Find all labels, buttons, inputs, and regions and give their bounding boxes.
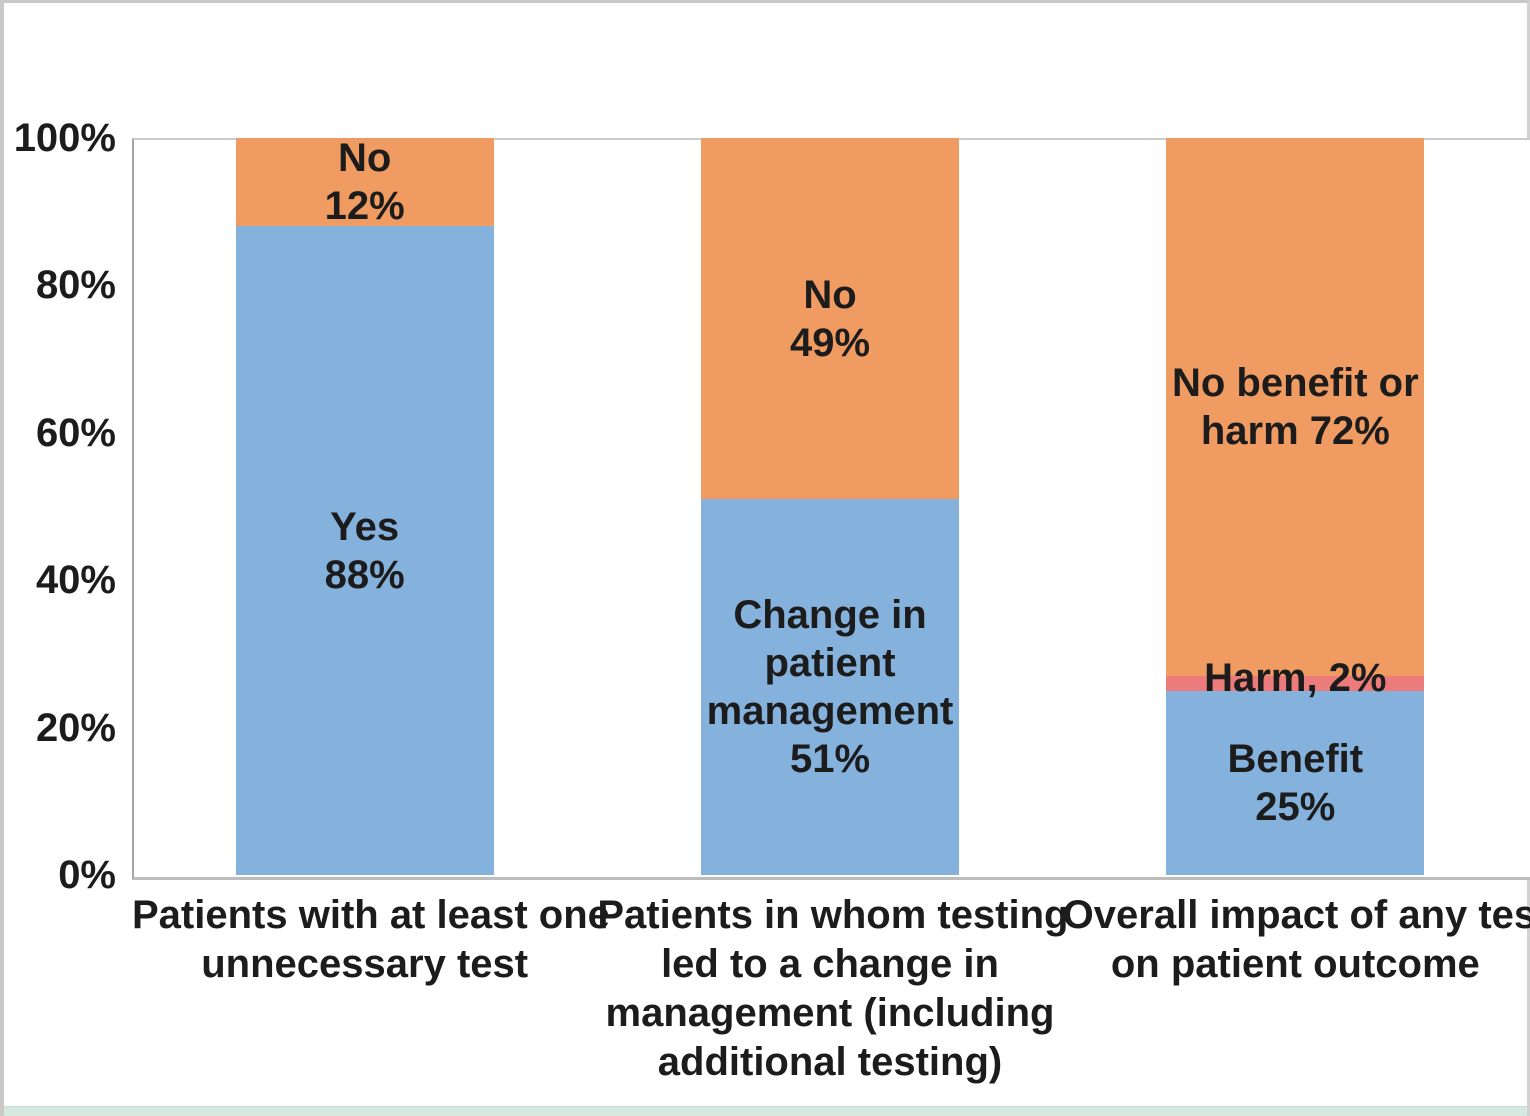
category-label-line: management (including (605, 991, 1055, 1035)
segment-label: Harm, 2% (1166, 656, 1424, 700)
segment-label-line: 88% (324, 552, 405, 597)
bar-segment-no: No 49% (701, 138, 959, 500)
bar-segment-no: No 12% (235, 136, 494, 228)
segment-label: No 12% (236, 136, 494, 228)
category-label-line: unnecessary test (201, 942, 529, 986)
y-tick-label: 60% (35, 410, 116, 455)
segment-label-line: Change in (733, 593, 927, 638)
segment-label-line: Benefit (1227, 736, 1364, 781)
category-label: Overall impact of any test on patient out… (1062, 891, 1530, 989)
segment-label: No benefit or harm 72% (1166, 138, 1424, 676)
segment-label-line: Yes (330, 504, 400, 549)
category-label: Patients with at least one unnecessary te… (132, 891, 610, 989)
segment-label-line: No (337, 136, 392, 181)
y-tick-label: 100% (13, 116, 116, 160)
segment-label-line: 49% (789, 320, 871, 365)
segment-label: No 49% (701, 138, 959, 499)
segment-label: Yes 88% (236, 226, 494, 875)
bar-column: Yes 88% No 12% (235, 136, 494, 875)
segment-label-line: harm 72% (1200, 409, 1390, 453)
segment-label: Benefit 25% (1166, 691, 1424, 875)
segment-label-line: 25% (1255, 784, 1336, 829)
y-tick-label: 0% (58, 853, 116, 897)
category-label-line: Overall impact of any test (1062, 893, 1530, 937)
segment-label-line: patient (764, 641, 896, 686)
segment-label-line: No benefit or (1171, 361, 1419, 405)
segment-label-line: No (803, 272, 857, 317)
bottom-accent-strip (4, 1106, 1527, 1116)
category-label-line: Patients in whom testing (597, 893, 1069, 937)
bar-segment-no-benefit-or-harm: No benefit or harm 72% (1166, 138, 1425, 676)
y-tick-label: 40% (35, 558, 116, 603)
segment-label-line: 51% (789, 737, 871, 782)
category-label: Patients in whom testing led to a change … (597, 891, 1069, 1087)
bar-column: Change in patient management 51% No 49% (701, 138, 959, 875)
segment-label-line: Harm, 2% (1204, 656, 1387, 701)
bar-segment-harm: Harm, 2% (1166, 656, 1425, 700)
category-label-line: on patient outcome (1110, 942, 1480, 986)
y-tick-label: 20% (35, 705, 116, 750)
bar-segment-yes: Yes 88% (235, 226, 494, 875)
bar-segment-change-in-patient-management: Change in patient management 51% (701, 499, 959, 875)
category-label-line: additional testing) (657, 1040, 1003, 1084)
category-label-line: led to a change in (661, 942, 999, 986)
segment-label-line: 12% (324, 184, 405, 229)
y-tick-label: 80% (35, 263, 116, 308)
segment-label: Change in patient management 51% (701, 499, 959, 875)
category-label-line: Patients with at least one (132, 893, 610, 937)
segment-label-line: management (706, 689, 954, 734)
bar-segment-benefit: Benefit 25% (1166, 690, 1425, 875)
bar-column: Benefit 25% Harm, 2% No benefit or harm 72% (1166, 138, 1425, 875)
